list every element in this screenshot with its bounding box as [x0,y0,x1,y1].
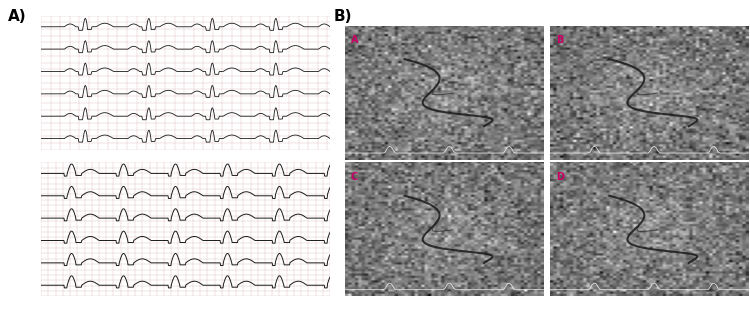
Text: A): A) [8,9,26,24]
Text: C: C [351,172,358,182]
Text: B): B) [334,9,352,24]
Text: B: B [556,35,563,45]
Text: A: A [351,35,358,45]
Text: D: D [556,172,564,182]
